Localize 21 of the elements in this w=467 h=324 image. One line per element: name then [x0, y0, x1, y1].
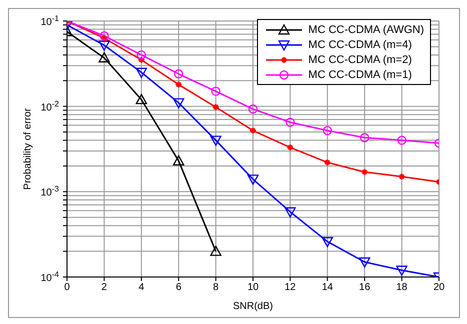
y-tick-label: 10$^{-1}$ — [40, 14, 60, 28]
x-tick-label: 12 — [284, 282, 296, 294]
x-tick-label: 2 — [101, 282, 108, 294]
x-tick-label: 6 — [176, 282, 182, 294]
y-axis-title: Probability of error — [22, 107, 34, 190]
x-tick-label: 18 — [396, 282, 408, 294]
legend-label: MC CC-CDMA (m=4) — [308, 38, 412, 50]
x-tick-label: 10 — [247, 282, 259, 294]
y-tick-label: 10$^{-3}$ — [40, 184, 60, 199]
y-tick-label: 10$^{-4}$ — [40, 270, 60, 284]
legend-label: MC CC-CDMA (m=2) — [308, 54, 412, 66]
x-tick-label: 8 — [213, 282, 220, 294]
x-tick-label: 16 — [359, 282, 371, 294]
x-tick-label: 14 — [322, 282, 334, 294]
x-axis-title: SNR(dB) — [232, 301, 274, 312]
legend-label: MC CC-CDMA (m=1) — [308, 68, 412, 80]
legend-label: MC CC-CDMA (AWGN) — [308, 24, 424, 36]
x-tick-label: 20 — [433, 282, 445, 294]
y-tick-label: 10$^{-2}$ — [40, 98, 60, 114]
x-tick-label: 4 — [138, 282, 145, 294]
x-tick-label: 0 — [64, 282, 70, 294]
